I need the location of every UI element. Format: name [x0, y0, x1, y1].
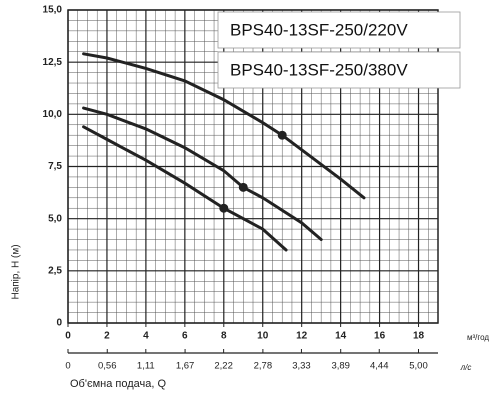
- x-tick-label: 10: [257, 331, 269, 342]
- x-tick-label: 2: [104, 331, 110, 342]
- duty-point: [219, 203, 229, 213]
- legend-label: BPS40-13SF-250/380V: [230, 60, 408, 79]
- x2-tick-label: 1,67: [176, 361, 195, 372]
- x2-tick-label: 0: [65, 361, 70, 372]
- x2-tick-label: 2,22: [214, 361, 233, 372]
- y-tick-label: 5,0: [48, 213, 62, 224]
- x-tick-label: 8: [221, 331, 227, 342]
- y-tick-label: 0: [56, 318, 62, 329]
- x-tick-label: 4: [143, 331, 149, 342]
- curve: [82, 125, 288, 252]
- legend-box: [217, 11, 461, 49]
- y-tick-label: 2,5: [48, 265, 62, 276]
- x-tick-label: 18: [413, 331, 425, 342]
- x2-tick-label: 0,56: [98, 361, 117, 372]
- x2-unit: л/с: [460, 363, 472, 372]
- x-unit: м³/год: [467, 333, 489, 342]
- y-tick-label: 10,0: [43, 109, 63, 120]
- x2-tick-label: 3,33: [292, 361, 311, 372]
- x2-tick-label: 2,78: [254, 361, 273, 372]
- duty-point: [238, 182, 248, 192]
- x-tick-label: 14: [335, 331, 347, 342]
- y-tick-label: 12,5: [43, 57, 63, 68]
- x2-tick-label: 4,44: [370, 361, 389, 372]
- legend-label: BPS40-13SF-250/220V: [230, 20, 408, 39]
- curve: [82, 106, 323, 242]
- x-tick-label: 16: [374, 331, 386, 342]
- y-tick-label: 7,5: [48, 161, 62, 172]
- x2-tick-label: 3,89: [331, 361, 350, 372]
- x-axis-label: Об'ємна подача, Q: [70, 378, 166, 390]
- x2-tick-label: 1,11: [137, 361, 155, 372]
- plot-frame: [67, 9, 439, 324]
- x-tick-label: 6: [182, 331, 188, 342]
- x-tick-label: 0: [65, 331, 71, 342]
- y-axis-label: Напір, H (м): [11, 244, 22, 299]
- x-tick-label: 12: [296, 331, 308, 342]
- legend-box: [217, 51, 461, 89]
- curve: [82, 52, 366, 200]
- y-tick-label: 15,0: [43, 5, 63, 16]
- x2-tick-label: 5,00: [409, 361, 428, 372]
- duty-point: [277, 130, 287, 140]
